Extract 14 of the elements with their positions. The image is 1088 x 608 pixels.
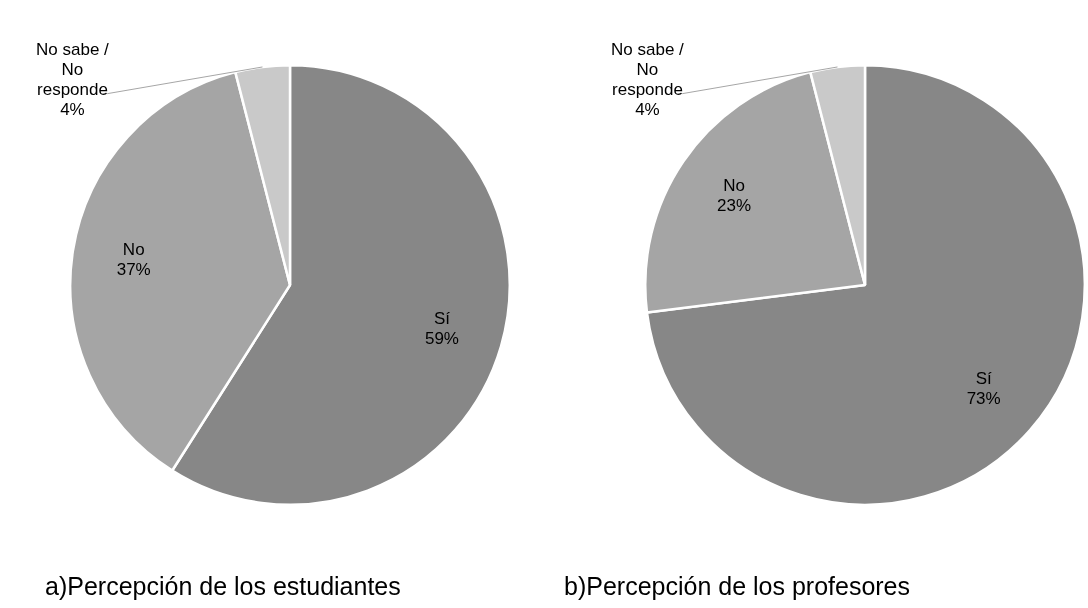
data-label: 73% (966, 389, 1001, 409)
data-label: 37% (116, 259, 151, 279)
slice-label: Sí (975, 369, 992, 389)
slice-label: No (122, 239, 145, 259)
data-label: 23% (717, 195, 752, 215)
data-label: 4% (635, 100, 660, 120)
text: b)Percepción de los profesores (564, 572, 911, 601)
slice-label: No sabe / No responde (36, 40, 110, 100)
data-label: 4% (60, 100, 85, 120)
slice-label: No sabe / No responde (611, 40, 685, 100)
data-label: 59% (424, 328, 459, 348)
slice-label: Sí (433, 308, 451, 328)
text: a)Percepción de los estudiantes (45, 572, 401, 601)
slice-label: No (723, 175, 746, 195)
